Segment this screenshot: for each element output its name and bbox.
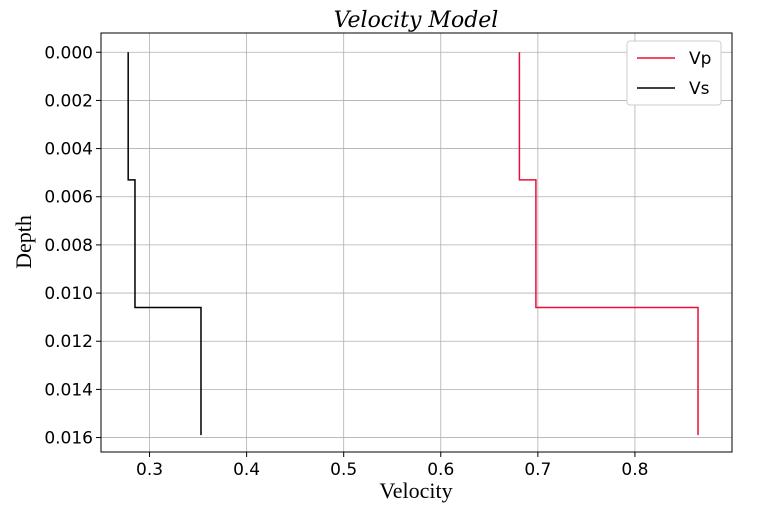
x-tick-label: 0.4: [233, 460, 260, 480]
y-tick-label: 0.010: [44, 284, 93, 304]
chart-title: Velocity Model: [334, 8, 499, 33]
x-tick-label: 0.6: [427, 460, 454, 480]
y-tick-label: 0.012: [44, 332, 93, 352]
y-tick-label: 0.014: [44, 380, 93, 400]
y-tick-label: 0.002: [44, 91, 93, 111]
x-tick-label: 0.8: [621, 460, 648, 480]
plot-frame: [100, 32, 733, 453]
legend-label-vs: Vs: [689, 79, 710, 99]
y-axis-label: Depth: [11, 215, 36, 269]
y-tick-label: 0.006: [44, 188, 93, 208]
x-ticks: 0.3 0.4 0.5 0.6 0.7 0.8: [136, 452, 648, 480]
y-tick-label: 0.000: [44, 43, 93, 63]
x-tick-label: 0.7: [524, 460, 551, 480]
legend-label-vp: Vp: [689, 49, 711, 69]
x-axis-label: Velocity: [379, 478, 452, 503]
series-line-vp: [518, 52, 699, 436]
x-tick-label: 0.5: [330, 460, 357, 480]
y-tick-label: 0.008: [44, 236, 93, 256]
y-tick-label: 0.004: [44, 140, 93, 160]
legend-box: [626, 40, 722, 106]
y-tick-label: 0.016: [44, 429, 93, 449]
legend: Vp Vs: [626, 40, 722, 106]
series-group: [127, 52, 699, 436]
x-tick-label: 0.3: [136, 460, 163, 480]
y-ticks: 0.000 0.002 0.004 0.006 0.008 0.010 0.012 0.014…: [44, 43, 101, 449]
series-line-vs: [127, 52, 202, 436]
